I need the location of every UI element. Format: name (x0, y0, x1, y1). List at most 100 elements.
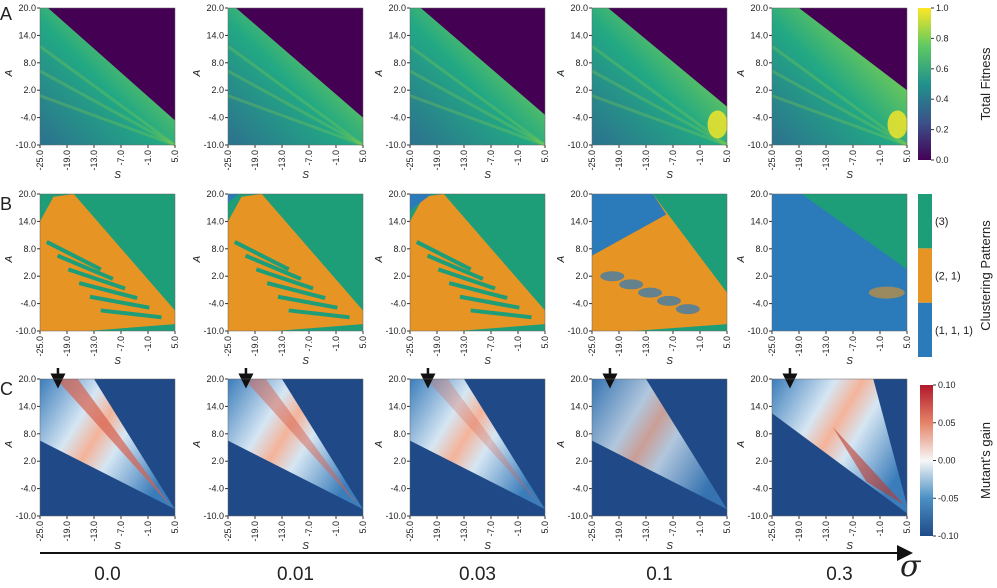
y-tick-label: 20.0 (206, 3, 224, 13)
heatmap-region (772, 8, 907, 145)
x-tick-label: -19.0 (62, 336, 72, 357)
heatmap-streak (255, 267, 314, 291)
x-tick-label: 5.0 (722, 521, 732, 534)
heatmap-streak (56, 253, 114, 281)
heatmap-streak (233, 240, 290, 272)
y-tick-label: -4.0 (208, 299, 224, 309)
x-tick-label: -19.0 (250, 336, 260, 357)
x-tick-label: -25.0 (767, 150, 777, 171)
heatmap-core (426, 379, 541, 507)
x-tick-label: -25.0 (35, 521, 45, 542)
x-tick-label: -1.0 (143, 150, 153, 166)
x-axis-label: S (666, 170, 673, 181)
heatmap-streak (771, 45, 908, 147)
x-tick-label: -1.0 (695, 336, 705, 352)
heatmap-streak (277, 294, 338, 310)
y-tick-label: 2.0 (393, 85, 406, 95)
heatmap (40, 194, 175, 331)
plot-frame (409, 7, 546, 146)
plot-frame (771, 378, 908, 517)
x-axis-label: S (666, 356, 673, 367)
colorbar-tick-label: -0.10 (938, 531, 959, 541)
y-tick-label: -4.0 (752, 484, 768, 494)
x-tick-label: -25.0 (767, 521, 777, 542)
x-tick-label: -19.0 (794, 336, 804, 357)
y-tick-label: 14.0 (388, 30, 406, 40)
y-tick-label: -4.0 (572, 299, 588, 309)
x-tick-label: -19.0 (250, 521, 260, 542)
y-axis-label: A (556, 256, 567, 264)
x-axis-label: S (846, 170, 853, 181)
x-tick-label: -13.0 (277, 521, 287, 542)
y-tick-label: 2.0 (23, 85, 36, 95)
heatmap-blob (868, 286, 905, 299)
x-tick-label: -7.0 (486, 521, 496, 537)
heatmap-streak (426, 253, 484, 281)
heatmap-streak (409, 69, 546, 147)
colorbar-tick-label: 0.8 (936, 33, 949, 43)
plot-frame (591, 193, 728, 332)
y-tick-label: 20.0 (750, 3, 768, 13)
y-tick-label: 20.0 (570, 3, 588, 13)
x-tick-label: -25.0 (35, 150, 45, 171)
colorbar-tick-label: 0.00 (938, 456, 956, 466)
colorbar-title: Mutant's gain (978, 422, 993, 499)
y-tick-label: 20.0 (750, 374, 768, 384)
heatmap (228, 379, 363, 516)
y-tick-label: 2.0 (23, 456, 36, 466)
x-axis-label: S (114, 356, 121, 367)
heatmap-blob (638, 287, 663, 298)
plot-frame (409, 193, 546, 332)
x-tick-label: 5.0 (540, 521, 550, 534)
heatmap-streak (409, 45, 546, 147)
x-tick-label: -1.0 (513, 521, 523, 537)
heatmap-region (592, 8, 727, 145)
y-tick-label: 14.0 (206, 216, 224, 226)
colorbar-tick-label: 1.0 (936, 3, 949, 13)
y-tick-label: 2.0 (575, 271, 588, 281)
colorbar-tick-label: 0.4 (936, 94, 949, 104)
heatmap-region (410, 379, 545, 510)
x-tick-label: 5.0 (170, 150, 180, 163)
y-tick-label: 14.0 (18, 216, 36, 226)
heatmap-blob (675, 304, 700, 315)
heatmap-streak (39, 94, 176, 147)
x-tick-label: -7.0 (848, 521, 858, 537)
y-tick-label: 14.0 (570, 30, 588, 40)
y-tick-label: 14.0 (18, 30, 36, 40)
y-tick-label: -4.0 (572, 113, 588, 123)
y-tick-label: 8.0 (23, 58, 36, 68)
y-tick-label: 8.0 (575, 58, 588, 68)
sigma-label: 0.1 (646, 564, 672, 583)
x-tick-label: -13.0 (89, 150, 99, 171)
x-tick-label: 5.0 (170, 336, 180, 349)
heatmap-region (228, 194, 363, 331)
colorbar-tick-label: 0.10 (938, 380, 956, 390)
heatmap-streak (448, 281, 508, 301)
y-tick-label: -10.0 (747, 511, 768, 521)
y-tick-label: 8.0 (393, 58, 406, 68)
heatmap-streak (459, 294, 520, 310)
heatmap-blob (656, 295, 681, 306)
y-tick-label: 20.0 (388, 374, 406, 384)
colorbar (920, 385, 933, 536)
sigma-label: 0.0 (94, 564, 120, 583)
x-tick-label: -1.0 (143, 336, 153, 352)
x-tick-label: -13.0 (641, 521, 651, 542)
x-tick-label: 5.0 (358, 336, 368, 349)
heatmap-core (832, 426, 905, 506)
y-axis-label: A (4, 441, 15, 449)
x-axis-label: S (302, 356, 309, 367)
heatmap-streak (409, 94, 546, 147)
x-tick-label: -13.0 (459, 336, 469, 357)
y-tick-label: 20.0 (570, 189, 588, 199)
x-tick-label: -7.0 (668, 150, 678, 166)
x-tick-label: 5.0 (540, 150, 550, 163)
heatmap (40, 379, 175, 516)
heatmap-blob (600, 271, 625, 282)
x-tick-label: -7.0 (304, 336, 314, 352)
heatmap (227, 8, 364, 147)
colorbar-category: (2, 1) (935, 271, 961, 283)
colorbar (918, 8, 931, 160)
x-tick-label: -1.0 (143, 521, 153, 537)
